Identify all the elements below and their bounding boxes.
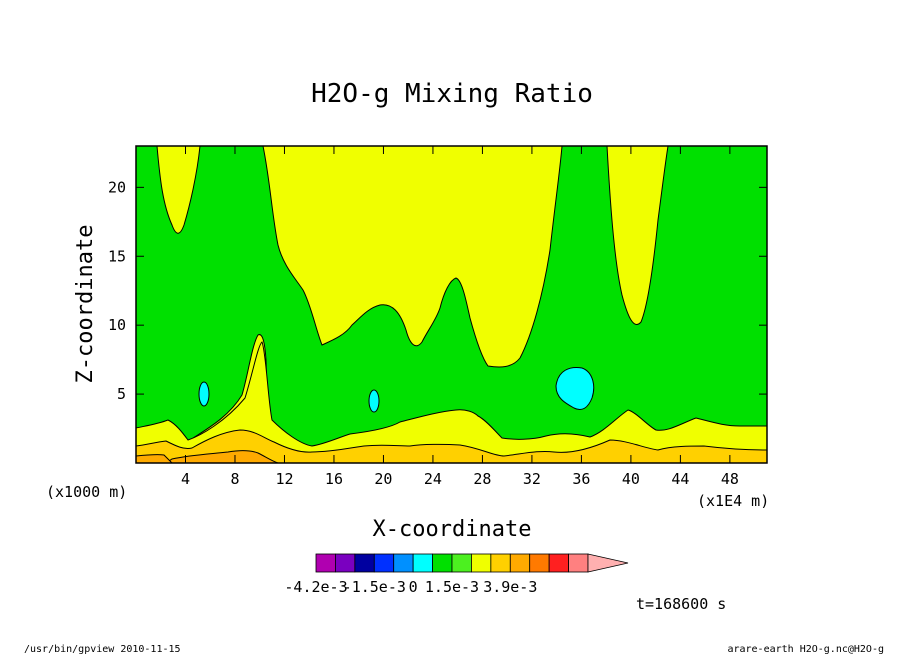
- y-tick-label: 5: [117, 385, 126, 403]
- x-tick-label: 28: [473, 470, 491, 488]
- plot-area: [135, 145, 768, 464]
- footer-right: arare-earth_H2O-g.nc@H2O-g: [727, 644, 884, 654]
- x-scale-label: (x1E4 m): [697, 492, 769, 510]
- colorbar: -4.2e-3-1.5e-3 0 1.5e-3 3.9e-3: [284, 553, 629, 596]
- y-tick-label: 15: [108, 247, 126, 265]
- contour-fill-yellow-top-right: [606, 146, 669, 325]
- contour-fill-yellow-top-left: [156, 146, 201, 234]
- colorbar-swatch: [335, 553, 356, 573]
- x-tick-label: 40: [622, 470, 640, 488]
- colorbar-label: 0: [409, 578, 418, 596]
- x-tick-label: 44: [671, 470, 689, 488]
- colorbar-swatch: [548, 553, 569, 573]
- colorbar-swatch: [490, 553, 511, 573]
- contour-fill-yellow-bottom-band: [136, 341, 767, 463]
- x-tick-label: 8: [230, 470, 239, 488]
- time-label: t=168600 s: [636, 595, 726, 613]
- x-tick-label: 36: [572, 470, 590, 488]
- contour-fill-gold-band: [136, 429, 767, 463]
- colorbar-swatch: [373, 553, 395, 573]
- x-tick-label: 12: [275, 470, 293, 488]
- colorbar-label: 3.9e-3: [483, 578, 537, 596]
- x-tick-label: 32: [523, 470, 541, 488]
- contour-cyan-blob-1: [198, 381, 210, 407]
- colorbar-label: -1.5e-3: [343, 578, 406, 596]
- colorbar-arrow: [587, 553, 629, 573]
- colorbar-swatch: [315, 553, 336, 573]
- x-tick-label: 4: [181, 470, 190, 488]
- x-tick-label: 20: [374, 470, 392, 488]
- colorbar-swatch: [412, 553, 433, 573]
- x-tick-label: 24: [424, 470, 442, 488]
- colorbar-swatch: [354, 553, 375, 573]
- plot-frame: [135, 145, 768, 464]
- contour-cyan-blob-2: [368, 389, 380, 413]
- x-unit-label: (x1000 m): [46, 483, 127, 501]
- x-axis-label: X-coordinate: [373, 517, 532, 542]
- contour-fill-yellow-top-center: [262, 146, 563, 368]
- chart-title: H2O-g Mixing Ratio: [311, 79, 593, 109]
- x-tick-label: 48: [721, 470, 739, 488]
- y-axis-label: Z-coordinate: [73, 225, 98, 384]
- colorbar-swatch: [393, 553, 414, 573]
- y-tick-label: 20: [108, 178, 126, 196]
- colorbar-swatch: [568, 553, 589, 573]
- colorbar-swatch: [432, 553, 453, 573]
- y-axis-ticks: 5 10 15 20: [108, 178, 767, 403]
- x-tick-label: 16: [325, 470, 343, 488]
- contour-cyan-blob-3: [555, 367, 595, 411]
- footer-left: /usr/bin/gpview 2010-11-15: [24, 644, 181, 654]
- contour-fill-orange-band: [165, 450, 279, 463]
- colorbar-swatch: [529, 553, 550, 573]
- y-tick-label: 10: [108, 316, 126, 334]
- colorbar-label: -4.2e-3: [284, 578, 347, 596]
- colorbar-swatch: [509, 553, 531, 573]
- colorbar-label: 1.5e-3: [425, 578, 479, 596]
- colorbar-swatch: [451, 553, 472, 573]
- colorbar-swatch: [471, 553, 492, 573]
- x-axis-ticks: 4 8 12 16 20 24 28 32 36 40 44 48: [181, 146, 739, 488]
